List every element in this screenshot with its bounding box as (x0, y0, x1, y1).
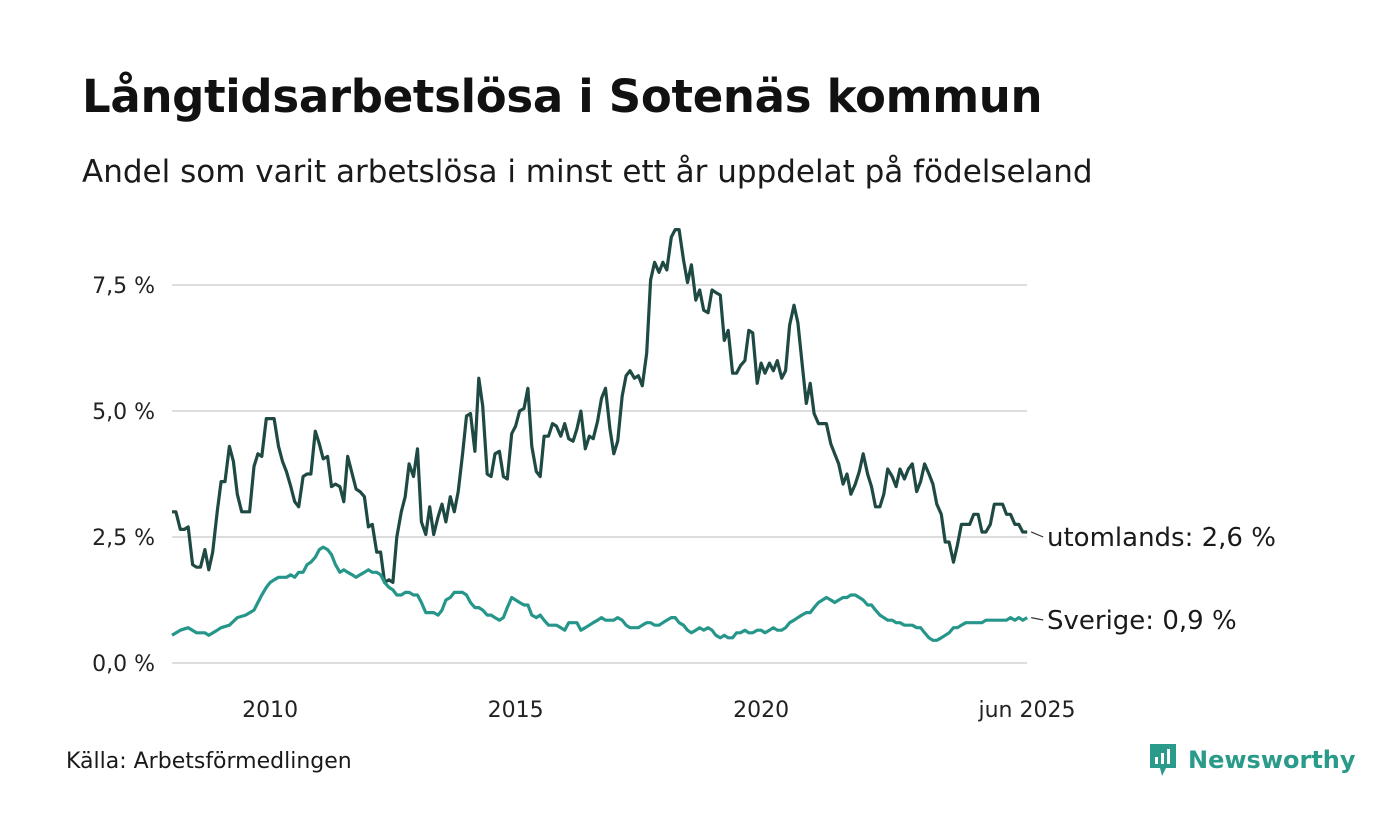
newsworthy-logo[interactable]: Newsworthy (1148, 742, 1356, 778)
chart-title: Långtidsarbetslösa i Sotenäs kommun (82, 70, 1043, 123)
x-tick-label: 2010 (242, 698, 298, 723)
y-tick-label: 5,0 % (92, 400, 155, 425)
chart-subtitle: Andel som varit arbetslösa i minst ett å… (82, 154, 1093, 190)
series-lines (171, 228, 1029, 642)
end-labels: utomlands: 2,6 % Sverige: 0,9 % (1030, 523, 1276, 636)
series-end-label: Sverige: 0,9 % (1047, 606, 1237, 636)
x-tick-label: 2020 (733, 698, 789, 723)
source-note: Källa: Arbetsförmedlingen (66, 749, 352, 774)
label-connector (1030, 531, 1044, 538)
series-line-utomlands (172, 228, 1028, 584)
series-end-label: utomlands: 2,6 % (1047, 523, 1276, 553)
label-connector (1031, 617, 1044, 621)
y-tick-label: 0,0 % (92, 652, 155, 677)
y-tick-label: 7,5 % (92, 274, 155, 299)
newsworthy-chart-icon (1150, 744, 1176, 776)
x-axis: 2010 2015 2020 jun 2025 (242, 698, 1075, 723)
brand-name: Newsworthy (1188, 746, 1356, 774)
x-tick-label: 2015 (488, 698, 544, 723)
y-tick-label: 2,5 % (92, 526, 155, 551)
y-axis: 0,0 % 2,5 % 5,0 % 7,5 % (92, 274, 155, 677)
series-line-sverige (171, 545, 1029, 642)
x-tick-label: jun 2025 (978, 698, 1076, 723)
